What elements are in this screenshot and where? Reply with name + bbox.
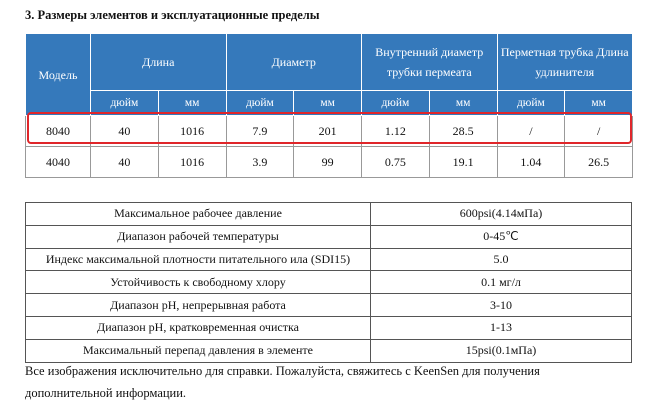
cell: /	[496, 115, 566, 147]
subheader-cell: дюйм	[496, 90, 566, 116]
cell: 8040	[25, 115, 91, 147]
subheader-row: дюйм мм дюйм мм дюйм мм дюйм мм	[26, 90, 634, 116]
limit-row: Диапазон pH, кратковременная очистка 1-13	[25, 315, 632, 340]
cell: 5.0	[370, 247, 632, 272]
header-row: Модель Длина Диаметр Внутренний диаметр тру…	[25, 33, 634, 116]
cell: 3.9	[225, 146, 295, 178]
cell: Максимальное рабочее давление	[25, 202, 371, 226]
subheader-cell: дюйм	[361, 90, 430, 116]
cell: 0.75	[361, 146, 430, 178]
cell: Индекс максимальной плотности питательно…	[25, 247, 371, 272]
cell: 1016	[157, 115, 227, 147]
highlight-box	[27, 112, 632, 144]
header-cell: Диаметр	[225, 33, 362, 91]
cell: 26.5	[564, 146, 634, 178]
limit-row: Максимальное рабочее давление 600psi(4.14…	[25, 202, 632, 226]
header-cell: Перметная трубка Длина удлинителя	[496, 33, 634, 91]
data-row: 4040 40 1016 3.9 99 0.75 19.1 1.04 26.5	[25, 146, 634, 178]
cell: 19.1	[428, 146, 498, 178]
cell: 1.04	[496, 146, 566, 178]
cell: Диапазон рабочей температуры	[25, 224, 371, 249]
header-cell: Длина	[90, 33, 227, 91]
subheader-cell: мм	[564, 90, 634, 116]
cell: 0-45℃	[370, 224, 632, 249]
cell: 201	[293, 115, 362, 147]
cell: Устойчивость к свободному хлору	[25, 270, 371, 295]
limit-row: Максимальный перепад давления в элементе…	[25, 338, 632, 363]
cell: 4040	[25, 146, 91, 178]
cell: 3-10	[370, 293, 632, 317]
subheader-cell: дюйм	[90, 90, 159, 116]
limits-table: Максимальное рабочее давление 600psi(4.14…	[25, 202, 632, 363]
subheader-cell: мм	[428, 90, 498, 116]
heading: 3. Размеры элементов и эксплуатационные …	[25, 8, 320, 22]
header-cell: Внутренний диаметр трубки пермеата	[361, 33, 498, 91]
cell: 600psi(4.14мПа)	[370, 202, 632, 226]
cell: Максимальный перепад давления в элементе	[25, 338, 371, 363]
cell: 1-13	[370, 315, 632, 340]
cell: 40	[90, 146, 159, 178]
limit-row: Индекс максимальной плотности питательно…	[25, 247, 632, 272]
cell: 15psi(0.1мПа)	[370, 338, 632, 363]
limit-row: Диапазон pH, непрерывная работа 3-10	[25, 293, 632, 317]
cell: 7.9	[225, 115, 295, 147]
cell: 99	[293, 146, 362, 178]
header-cell: Модель	[25, 33, 91, 116]
limit-row: Диапазон рабочей температуры 0-45℃	[25, 224, 632, 249]
cell: Диапазон pH, кратковременная очистка	[25, 315, 371, 340]
cell: 1016	[157, 146, 227, 178]
cell: Диапазон pH, непрерывная работа	[25, 293, 371, 317]
note: Все изображения исключительно для справк…	[25, 364, 540, 400]
cell: 0.1 мг/л	[370, 270, 632, 295]
dimensions-table: Модель Длина Диаметр Внутренний диаметр тру…	[25, 33, 634, 178]
cell: 40	[90, 115, 159, 147]
limit-row: Устойчивость к свободному хлору 0.1 мг/л	[25, 270, 632, 295]
